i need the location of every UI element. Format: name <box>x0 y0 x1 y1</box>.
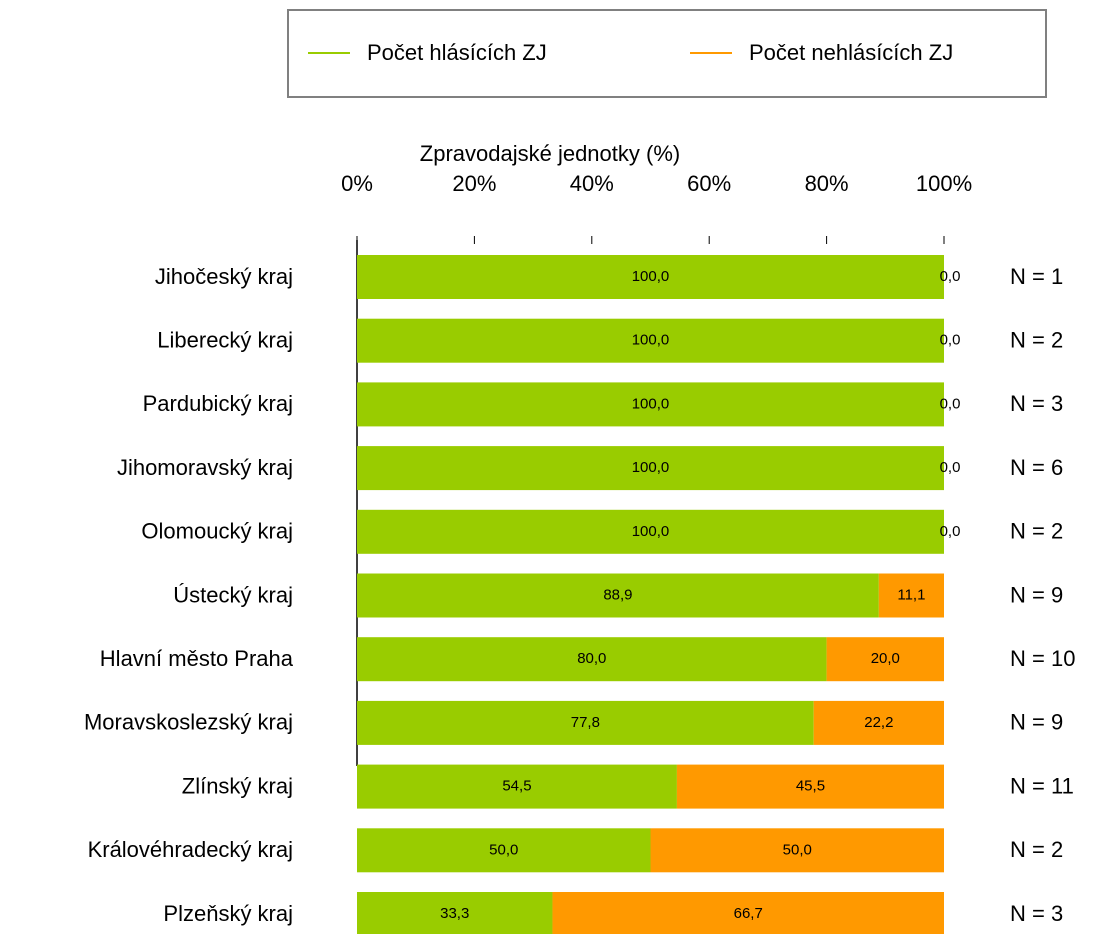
data-label: 0,0 <box>940 459 961 476</box>
data-label: 20,0 <box>871 650 900 667</box>
bar-segment <box>357 637 827 682</box>
data-label: 50,0 <box>489 841 518 858</box>
annotation: N = 2 <box>1010 837 1063 862</box>
data-label: 80,0 <box>577 650 606 667</box>
bar-segment <box>650 828 944 873</box>
data-label: 77,8 <box>571 714 600 731</box>
annotation: N = 10 <box>1010 646 1075 671</box>
y-tick-label: Královéhradecký kraj <box>88 837 293 862</box>
data-label: 66,7 <box>734 905 763 922</box>
legend-label: Počet hlásících ZJ <box>367 40 547 65</box>
x-tick-label: 100% <box>916 171 972 196</box>
y-tick-label: Zlínský kraj <box>182 773 293 798</box>
data-label: 100,0 <box>632 395 670 412</box>
bar-segment <box>357 892 553 934</box>
bar-segment <box>357 382 944 427</box>
data-label: 100,0 <box>632 332 670 349</box>
y-tick-label: Hlavní město Praha <box>100 646 294 671</box>
x-axis-label: Zpravodajské jednotky (%) <box>420 141 680 166</box>
data-label: 100,0 <box>632 459 670 476</box>
bar-segment <box>357 255 944 299</box>
annotation: N = 1 <box>1010 264 1063 289</box>
bar-segment <box>357 764 677 809</box>
data-label: 100,0 <box>632 523 670 540</box>
y-tick-label: Moravskoslezský kraj <box>84 710 293 735</box>
data-label: 0,0 <box>940 332 961 349</box>
bar-segment <box>357 828 651 873</box>
data-label: 0,0 <box>940 523 961 540</box>
bar-segment <box>357 700 814 745</box>
x-tick-label: 80% <box>805 171 849 196</box>
bar-segment <box>878 573 944 618</box>
bar-segment <box>357 318 944 363</box>
bar-segment <box>357 446 944 491</box>
annotation: N = 6 <box>1010 455 1063 480</box>
annotation: N = 9 <box>1010 710 1063 735</box>
annotation: N = 2 <box>1010 328 1063 353</box>
data-label: 0,0 <box>940 268 961 285</box>
data-label: 0,0 <box>940 395 961 412</box>
bar-segment <box>826 637 944 682</box>
y-tick-label: Jihomoravský kraj <box>117 455 293 480</box>
data-label: 11,1 <box>897 586 925 603</box>
data-label: 45,5 <box>796 778 825 795</box>
y-tick-label: Plzeňský kraj <box>163 901 293 926</box>
annotation: N = 3 <box>1010 901 1063 926</box>
bar-segment <box>552 892 944 934</box>
data-label: 88,9 <box>603 586 632 603</box>
annotation: N = 11 <box>1010 773 1074 798</box>
bar-segment <box>676 764 944 809</box>
y-tick-label: Liberecký kraj <box>157 328 293 353</box>
y-tick-label: Ústecký kraj <box>173 582 293 607</box>
x-tick-label: 20% <box>452 171 496 196</box>
x-tick-label: 40% <box>570 171 614 196</box>
data-label: 54,5 <box>502 778 531 795</box>
annotation: N = 9 <box>1010 582 1063 607</box>
legend-box <box>287 9 1047 98</box>
data-label: 22,2 <box>864 714 893 731</box>
bar-segment <box>357 573 879 618</box>
data-label: 50,0 <box>783 841 812 858</box>
y-tick-label: Jihočeský kraj <box>155 264 293 289</box>
annotation: N = 3 <box>1010 391 1063 416</box>
bar-segment <box>813 700 944 745</box>
x-tick-label: 0% <box>341 171 373 196</box>
x-tick-label: 60% <box>687 171 731 196</box>
bar-segment <box>357 509 944 554</box>
y-tick-label: Pardubický kraj <box>143 391 293 416</box>
legend-label: Počet nehlásících ZJ <box>749 40 953 65</box>
y-tick-label: Olomoucký kraj <box>141 519 293 544</box>
data-label: 33,3 <box>440 905 469 922</box>
annotation: N = 2 <box>1010 519 1063 544</box>
data-label: 100,0 <box>632 268 670 285</box>
